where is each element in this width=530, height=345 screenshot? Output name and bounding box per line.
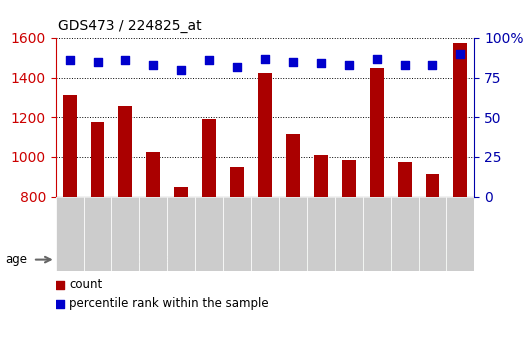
Bar	[251, 248, 474, 271]
Bar	[111, 197, 139, 271]
Text: GDS473 / 224825_at: GDS473 / 224825_at	[58, 19, 202, 33]
Point	[400, 62, 409, 68]
Bar	[174, 187, 188, 197]
Point	[56, 301, 64, 307]
Point	[344, 62, 353, 68]
Bar	[195, 197, 223, 271]
Point	[149, 62, 157, 68]
Point	[233, 64, 241, 69]
Text: 20-29 years: 20-29 years	[118, 253, 189, 266]
Bar	[119, 106, 132, 197]
Bar	[279, 197, 307, 271]
Point	[205, 57, 214, 63]
Bar	[454, 43, 467, 197]
Point	[56, 282, 64, 288]
Bar	[91, 122, 104, 197]
Point	[93, 59, 102, 65]
Bar	[307, 197, 335, 271]
Point	[456, 51, 465, 57]
Bar	[426, 174, 439, 197]
Bar	[56, 197, 84, 271]
Bar	[63, 96, 77, 197]
Bar	[391, 197, 419, 271]
Point	[121, 57, 130, 63]
Bar	[335, 197, 363, 271]
Bar	[446, 197, 474, 271]
Point	[373, 56, 381, 61]
Text: percentile rank within the sample: percentile rank within the sample	[69, 297, 269, 310]
Text: count: count	[69, 278, 102, 292]
Bar	[56, 248, 251, 271]
Bar	[230, 167, 244, 197]
Point	[289, 59, 297, 65]
Bar	[139, 197, 167, 271]
Text: 65-71 years: 65-71 years	[328, 253, 398, 266]
Bar	[419, 197, 446, 271]
Bar	[202, 119, 216, 197]
Bar	[286, 134, 300, 197]
Bar	[223, 197, 251, 271]
Bar	[146, 152, 161, 197]
Text: age: age	[5, 253, 28, 266]
Bar	[167, 197, 195, 271]
Bar	[370, 68, 384, 197]
Point	[316, 61, 325, 66]
Point	[261, 56, 269, 61]
Bar	[84, 197, 111, 271]
Bar	[342, 160, 356, 197]
Point	[428, 62, 437, 68]
Bar	[363, 197, 391, 271]
Point	[65, 57, 74, 63]
Bar	[258, 73, 272, 197]
Bar	[251, 197, 279, 271]
Bar	[398, 162, 412, 197]
Bar	[314, 155, 328, 197]
Point	[177, 67, 186, 72]
